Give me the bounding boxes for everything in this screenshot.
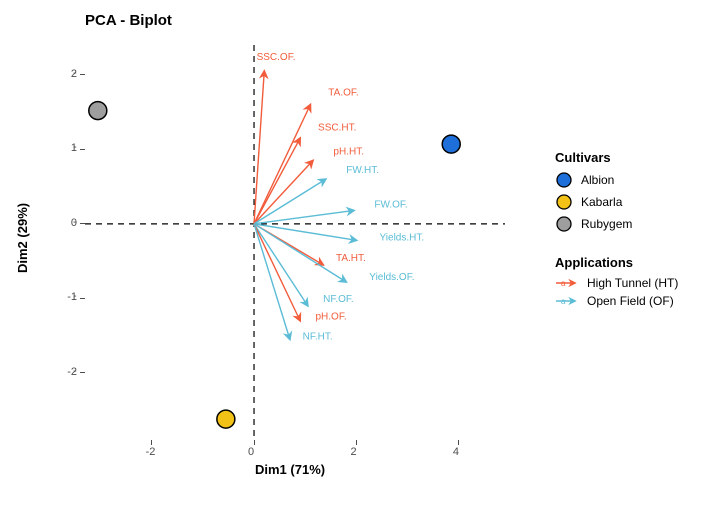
vector-label-pH.OF.: pH.OF. [315,311,346,322]
legend-applications-title: Applications [555,255,678,270]
xtick-mark [151,440,152,445]
vector-label-SSC.OF.: SSC.OF. [257,52,296,63]
y-axis-label: Dim2 (29%) [15,202,30,272]
legend-item-Rubygem: Rubygem [555,215,678,233]
ytick-dash: - [73,290,77,302]
x-axis-label: Dim1 (71%) [255,462,325,477]
xtick-label: 0 [248,446,254,458]
ytick-mark [80,74,85,75]
chart-title: PCA - Biplot [85,12,172,29]
vector-label-NF.OF.: NF.OF. [323,294,354,305]
xtick-label: 2 [350,446,356,458]
xtick-mark [254,440,255,445]
ytick-mark [80,372,85,373]
xtick-label: 4 [453,446,459,458]
legend-swatch-circle [555,171,573,189]
vector-label-FW.OF.: FW.OF. [374,199,407,210]
vector-label-TA.OF.: TA.OF. [328,88,358,99]
vector-FW.OF. [254,210,354,223]
legend-item-Kabarla: Kabarla [555,193,678,211]
vector-label-SSC.HT.: SSC.HT. [318,123,356,134]
legend-cultivars-list: Albion Kabarla Rubygem [555,171,678,233]
vector-label-Yields.HT.: Yields.HT. [380,232,425,243]
ytick-dash: - [73,365,77,377]
xtick-label: -2 [146,446,156,458]
legend-swatch-circle [555,215,573,233]
legend-label: Open Field (OF) [587,294,674,308]
point-Albion [442,135,460,153]
svg-text:a: a [561,297,566,306]
ytick-mark [80,223,85,224]
svg-text:a: a [561,279,566,288]
legend-item-High Tunnel (HT): a High Tunnel (HT) [555,276,678,290]
vector-label-TA.HT.: TA.HT. [336,253,366,264]
ytick-mark [80,149,85,150]
legend-item-Open Field (OF): a Open Field (OF) [555,294,678,308]
vector-SSC.OF. [254,71,264,224]
ytick-dash: - [73,67,77,79]
legend-label: Kabarla [581,195,622,209]
ytick-dash: - [73,141,77,153]
legend-swatch-arrow: a [555,294,579,308]
vector-label-NF.HT.: NF.HT. [303,331,333,342]
ytick-mark [80,298,85,299]
legend-item-Albion: Albion [555,171,678,189]
legend-label: Rubygem [581,217,632,231]
plot-area: SSC.OF. TA.OF. SSC.HT. pH.HT. FW.HT. FW.OF. Yi… [85,45,505,440]
legend-applications-list: a High Tunnel (HT) a Open Field (OF) [555,276,678,308]
point-Rubygem [89,102,107,120]
legend-swatch-arrow: a [555,276,579,290]
legend: Cultivars Albion Kabarla Rubygem Applicati… [555,150,678,312]
legend-label: Albion [581,173,614,187]
vector-label-pH.HT.: pH.HT. [333,147,364,158]
vector-label-FW.HT.: FW.HT. [346,165,379,176]
plot-svg: SSC.OF. TA.OF. SSC.HT. pH.HT. FW.HT. FW.OF. Yi… [85,45,505,440]
point-Kabarla [217,410,235,428]
vector-NF.OF. [254,224,308,306]
ytick-dash: - [73,216,77,228]
vector-Yields.HT. [254,224,356,240]
chart-container: PCA - Biplot SSC.OF. TA.OF. SSC.HT. pH.HT. F… [0,0,727,506]
legend-swatch-circle [555,193,573,211]
vector-label-Yields.OF.: Yields.OF. [369,272,414,283]
legend-label: High Tunnel (HT) [587,276,678,290]
xtick-mark [356,440,357,445]
legend-cultivars-title: Cultivars [555,150,678,165]
xtick-mark [458,440,459,445]
